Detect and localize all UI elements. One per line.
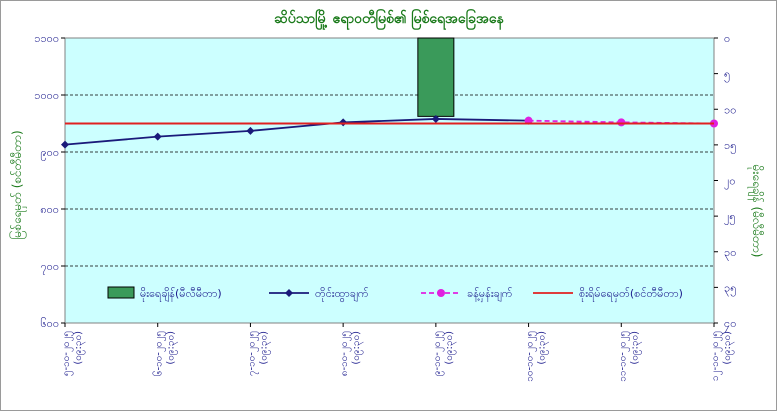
left-tick-label: ၁၀၀၀ bbox=[34, 89, 59, 102]
legend-label: ခန့်မှန်းချက် bbox=[467, 287, 513, 302]
left-tick-label: ၉၀၀ bbox=[40, 146, 59, 161]
chart-title: ဆိပ်သာမြို့ ဧရာဝတီမြစ်၏ မြစ်ရေအခြေအနေ bbox=[274, 9, 504, 30]
forecast-point bbox=[617, 118, 626, 127]
legend-label: စိုးရိမ်ရေမှတ်(စင်တီမီတာ) bbox=[579, 287, 683, 302]
left-tick-label: ၇၀၀ bbox=[40, 260, 59, 275]
right-tick-label: ၁၀ bbox=[724, 103, 736, 116]
right-tick-label: ၀ bbox=[724, 32, 730, 45]
x-tick-label: ၇-၁၀-၂၀၂၅(၀၉:၃၀) bbox=[246, 331, 271, 376]
right-tick-label: ၂၅ bbox=[724, 210, 736, 225]
x-tick-label: ၁၁-၁၀-၂၀၂၅(၀၉:၃၀) bbox=[617, 331, 642, 382]
legend-label: မိုးရေချိန်(မီလီမီတာ) bbox=[140, 287, 222, 302]
plot-area bbox=[64, 37, 715, 324]
left-tick-label: ၈၀၀ bbox=[40, 203, 59, 216]
right-tick-label: ၃၅ bbox=[724, 281, 736, 296]
gridlines bbox=[65, 94, 714, 267]
left-tick-label: ၆၀၀ bbox=[40, 317, 59, 330]
left-axis-title: မြစ်ရေမှတ် (စင်တီမီတာ) bbox=[8, 130, 27, 239]
right-axis-title: မိုးရေချိန် (မီလီမီတာ) bbox=[747, 165, 765, 258]
x-tick-label: ၁၂-၁၀-၂၀၂၅(၀၉:၃၀) bbox=[710, 331, 735, 381]
left-tick-label: ၁၁၀၀ bbox=[34, 32, 59, 45]
x-tick-label: ၈-၁၀-၂၀၂၅(၀၉:၃၀) bbox=[339, 331, 364, 376]
right-tick-label: ၁၅ bbox=[724, 139, 736, 154]
right-tick-label: ၃၀ bbox=[724, 246, 736, 261]
legend-marker bbox=[437, 289, 445, 297]
right-tick-label: ၂၀ bbox=[724, 175, 736, 190]
observed-point bbox=[431, 114, 440, 123]
right-tick-label: ၅ bbox=[724, 68, 730, 83]
observed-point bbox=[61, 140, 69, 149]
x-tick-label: ၉-၁၀-၂၀၂၅(၀၉:၃၀) bbox=[432, 331, 457, 376]
x-axis: ၅-၁၀-၂၀၂၅(၀၉:၃၀) ၆-၁၀-၂၀၂၅(၀၉:၃၀) ၇-၁၀-၂၀၂… bbox=[61, 323, 735, 382]
right-tick-label: ၄၀ bbox=[724, 317, 736, 332]
series-lines bbox=[61, 114, 718, 149]
x-tick-label: ၆-၁၀-၂၀၂၅(၀၉:၃၀) bbox=[152, 331, 179, 376]
legend: မိုးရေချိန်(မီလီမီတာ) တိုင်းထွာချက် ခန့်မှ… bbox=[107, 286, 683, 302]
legend-label: တိုင်းထွာချက် bbox=[315, 287, 369, 302]
legend-marker bbox=[285, 289, 293, 297]
legend-swatch bbox=[107, 286, 135, 299]
rain-bar bbox=[417, 37, 455, 117]
x-tick-label: ၅-၁၀-၂၀၂၅(၀၉:၃၀) bbox=[61, 331, 86, 376]
observed-point bbox=[246, 126, 255, 135]
rain-bars bbox=[417, 37, 455, 117]
observed-point bbox=[153, 132, 162, 141]
x-tick-label: ၁၀-၁၀-၂၀၂၅(၀၉:၃၀) bbox=[525, 331, 550, 382]
observed-line bbox=[64, 118, 529, 146]
